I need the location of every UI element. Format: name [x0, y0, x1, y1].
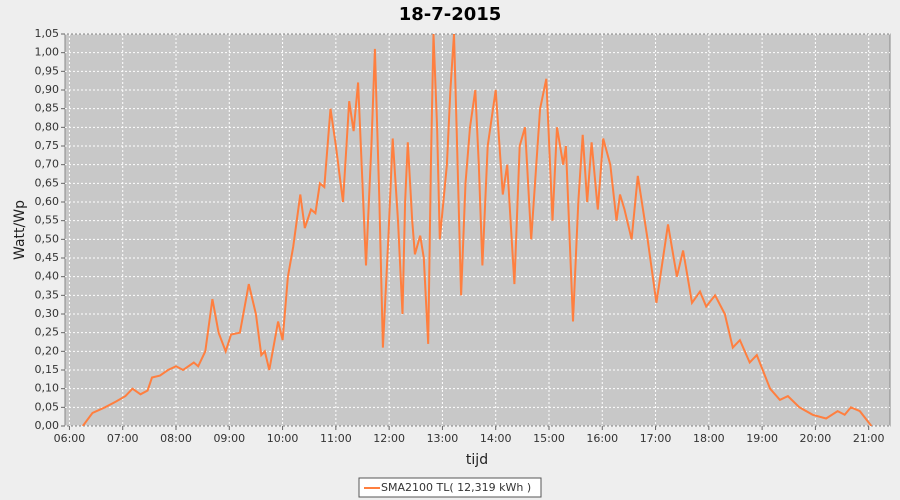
y-tick-label: 1,05: [35, 27, 60, 40]
y-tick-label: 1,00: [35, 46, 60, 59]
y-tick-label: 0,85: [35, 102, 60, 115]
x-tick-label: 17:00: [640, 432, 672, 445]
y-tick-label: 0,15: [35, 363, 60, 376]
y-tick-label: 0,05: [35, 400, 60, 413]
series-line: [81, 34, 873, 426]
x-axis-title: tijd: [466, 452, 488, 468]
y-tick-label: 0,00: [35, 419, 60, 432]
x-tick-label: 16:00: [586, 432, 618, 445]
x-tick-label: 20:00: [800, 432, 832, 445]
x-tick-label: 08:00: [160, 432, 192, 445]
y-tick-label: 0,40: [35, 270, 60, 283]
y-tick-label: 0,60: [35, 195, 60, 208]
legend: SMA2100 TL( 12,319 kWh ): [358, 477, 542, 498]
x-tick-label: 09:00: [213, 432, 245, 445]
y-tick-label: 0,30: [35, 307, 60, 320]
y-tick-label: 0,35: [35, 288, 60, 301]
y-tick-label: 0,95: [35, 64, 60, 77]
chart-title: 18-7-2015: [399, 4, 502, 25]
y-tick-label: 0,70: [35, 158, 60, 171]
x-tick-label: 18:00: [693, 432, 725, 445]
x-tick-label: 19:00: [746, 432, 778, 445]
legend-label: SMA2100 TL( 12,319 kWh ): [381, 481, 531, 494]
x-tick-label: 14:00: [480, 432, 512, 445]
y-tick-label: 0,65: [35, 176, 60, 189]
y-tick-label: 0,45: [35, 251, 60, 264]
x-tick-label: 10:00: [267, 432, 299, 445]
x-tick-label: 06:00: [54, 432, 86, 445]
y-tick-label: 0,80: [35, 120, 60, 133]
y-tick-label: 0,10: [35, 382, 60, 395]
x-tick-label: 11:00: [320, 432, 352, 445]
y-tick-label: 0,25: [35, 326, 60, 339]
x-tick-label: 12:00: [373, 432, 405, 445]
legend-box: [358, 477, 542, 498]
x-tick-label: 07:00: [107, 432, 139, 445]
y-tick-label: 0,50: [35, 232, 60, 245]
y-tick-label: 0,55: [35, 214, 60, 227]
y-tick-label: 0,75: [35, 139, 60, 152]
y-tick-label: 0,90: [35, 83, 60, 96]
x-tick-label: 21:00: [853, 432, 885, 445]
x-tick-label: 13:00: [427, 432, 459, 445]
y-axis-title: Watt/Wp: [12, 200, 28, 260]
y-tick-label: 0,20: [35, 344, 60, 357]
x-tick-label: 15:00: [533, 432, 565, 445]
